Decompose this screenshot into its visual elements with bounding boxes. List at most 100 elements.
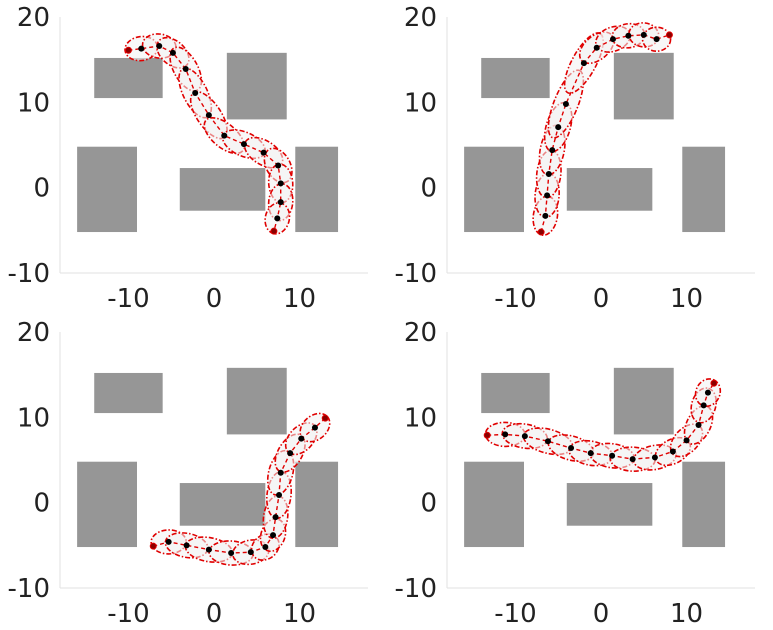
trajectory-line xyxy=(128,45,282,232)
waypoint-marker xyxy=(544,438,551,445)
waypoint-marker xyxy=(555,124,562,131)
y-tick-label: -10 xyxy=(395,259,437,289)
waypoint-marker xyxy=(272,514,279,521)
x-tick-label: 10 xyxy=(283,284,316,314)
x-tick-label: 0 xyxy=(593,599,610,629)
y-tick-label: 20 xyxy=(404,318,437,348)
waypoint-marker xyxy=(205,546,212,553)
x-tick-label: 10 xyxy=(283,599,316,629)
waypoint-marker xyxy=(274,215,281,222)
trajectory-endpoint xyxy=(710,379,718,387)
panel-4: -10 0 10 20 -10 0 10 xyxy=(395,318,755,629)
obstacle xyxy=(295,461,339,548)
waypoint-marker xyxy=(593,44,600,51)
obstacle xyxy=(566,168,653,211)
y-tick-label: 10 xyxy=(404,88,437,118)
obstacle xyxy=(179,168,266,211)
y-tick-label: -10 xyxy=(395,574,437,604)
obstacle xyxy=(77,146,137,233)
trajectory-endpoint xyxy=(149,542,157,550)
waypoint-marker xyxy=(625,32,632,39)
obstacle xyxy=(481,57,550,99)
obstacle xyxy=(464,146,524,233)
waypoint-marker xyxy=(287,450,294,457)
waypoint-marker xyxy=(247,549,254,556)
waypoint-marker xyxy=(240,141,247,148)
waypoint-marker xyxy=(260,149,267,156)
x-tick-label: -10 xyxy=(494,599,536,629)
obstacle xyxy=(481,372,550,414)
waypoint-marker xyxy=(545,171,552,178)
obstacle xyxy=(613,367,674,435)
y-tick-label: 10 xyxy=(17,403,50,433)
waypoint-marker xyxy=(629,456,636,463)
waypoint-marker xyxy=(228,550,235,557)
y-tick-label: 20 xyxy=(17,3,50,33)
waypoint-marker xyxy=(165,538,172,545)
trajectory-endpoint xyxy=(124,46,132,54)
waypoint-marker xyxy=(169,49,176,56)
y-tick-label: 0 xyxy=(33,174,50,204)
obstacle xyxy=(295,146,339,233)
obstacle xyxy=(226,52,287,120)
panel-2: -10 0 10 20 -10 0 10 xyxy=(395,3,755,314)
x-tick-label: -10 xyxy=(107,599,149,629)
waypoint-marker xyxy=(521,433,528,440)
waypoint-marker xyxy=(669,448,676,455)
obstacle xyxy=(179,483,266,526)
y-tick-label: 10 xyxy=(17,88,50,118)
x-tick-label: 0 xyxy=(593,284,610,314)
waypoint-marker xyxy=(277,199,284,206)
waypoint-marker xyxy=(221,132,228,139)
waypoint-marker xyxy=(549,147,556,154)
obstacle xyxy=(226,367,287,435)
waypoint-marker xyxy=(580,60,587,67)
x-tick-label: 10 xyxy=(670,599,703,629)
obstacle xyxy=(464,461,524,548)
waypoint-marker xyxy=(700,402,707,409)
panel-3: -10 0 10 20 -10 0 10 xyxy=(8,318,368,629)
waypoint-marker xyxy=(695,422,702,429)
waypoint-marker xyxy=(542,212,549,219)
waypoint-marker xyxy=(640,31,647,38)
waypoint-marker xyxy=(277,180,284,187)
waypoint-marker xyxy=(651,454,658,461)
obstacle xyxy=(94,372,163,414)
obstacle xyxy=(566,483,653,526)
y-tick-label: -10 xyxy=(8,574,50,604)
waypoint-marker xyxy=(502,431,509,438)
waypoint-marker xyxy=(568,445,575,452)
waypoint-marker xyxy=(683,437,690,444)
waypoint-marker xyxy=(277,469,284,476)
waypoint-marker xyxy=(609,36,616,43)
waypoint-marker xyxy=(704,389,711,396)
y-tick-label: -10 xyxy=(8,259,50,289)
obstacle xyxy=(613,52,674,120)
trajectory-endpoint xyxy=(537,228,545,236)
waypoint-marker xyxy=(311,424,318,431)
obstacle xyxy=(682,146,726,233)
trajectory-endpoint xyxy=(270,227,278,235)
x-tick-label: 10 xyxy=(670,284,703,314)
waypoint-marker xyxy=(138,45,145,52)
x-tick-label: -10 xyxy=(494,284,536,314)
waypoint-marker xyxy=(609,452,616,459)
panel-1: -10 0 10 20 -10 0 10 xyxy=(8,3,368,314)
trajectory-endpoint xyxy=(665,31,673,39)
x-tick-label: 0 xyxy=(206,599,223,629)
x-tick-label: 0 xyxy=(206,284,223,314)
waypoint-marker xyxy=(270,532,277,539)
waypoint-marker xyxy=(544,192,551,199)
waypoint-marker xyxy=(276,491,283,498)
y-tick-label: 20 xyxy=(17,318,50,348)
waypoint-marker xyxy=(653,36,660,43)
waypoint-marker xyxy=(183,542,190,549)
waypoint-marker xyxy=(205,112,212,119)
waypoint-marker xyxy=(156,43,163,50)
waypoint-marker xyxy=(192,89,199,96)
waypoint-marker xyxy=(275,162,282,169)
x-tick-label: -10 xyxy=(107,284,149,314)
obstacle xyxy=(682,461,726,548)
y-tick-label: 0 xyxy=(420,489,437,519)
y-tick-label: 20 xyxy=(404,3,437,33)
